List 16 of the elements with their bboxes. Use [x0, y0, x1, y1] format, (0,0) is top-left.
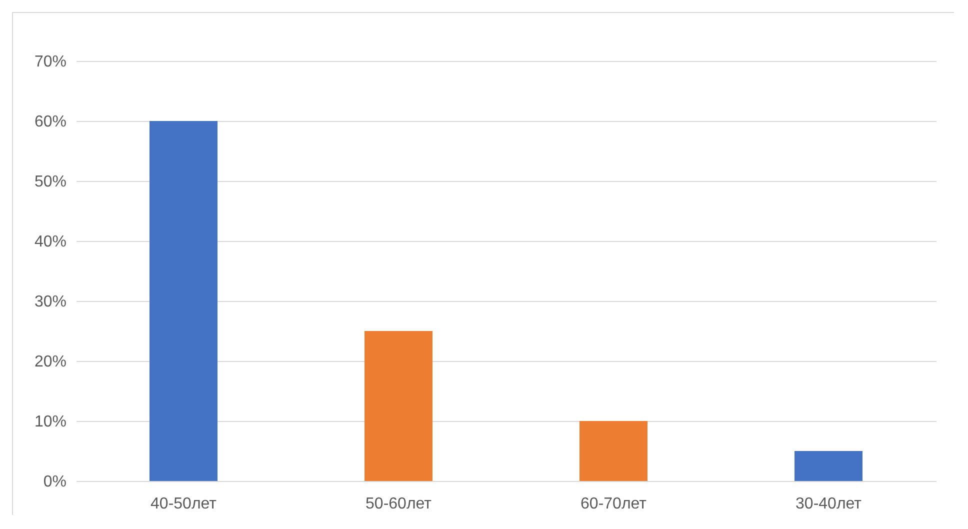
y-tick-label: 50%	[34, 174, 66, 190]
y-tick-label: 20%	[34, 354, 66, 370]
bar	[794, 451, 862, 481]
y-tick-label: 60%	[34, 114, 66, 130]
x-tick-label: 30-40лет	[796, 496, 862, 512]
bar	[580, 421, 648, 481]
y-tick-label: 70%	[34, 54, 66, 70]
y-tick-label: 40%	[34, 234, 66, 250]
x-tick-label: 50-60лет	[366, 496, 432, 512]
y-tick-label: 0%	[43, 474, 66, 490]
bar	[150, 121, 218, 481]
y-tick-label: 10%	[34, 414, 66, 430]
x-tick-label: 40-50лет	[150, 496, 218, 512]
y-tick-label: 30%	[34, 294, 66, 310]
x-tick-label: 60-70лет	[580, 496, 648, 512]
bar	[364, 331, 432, 481]
